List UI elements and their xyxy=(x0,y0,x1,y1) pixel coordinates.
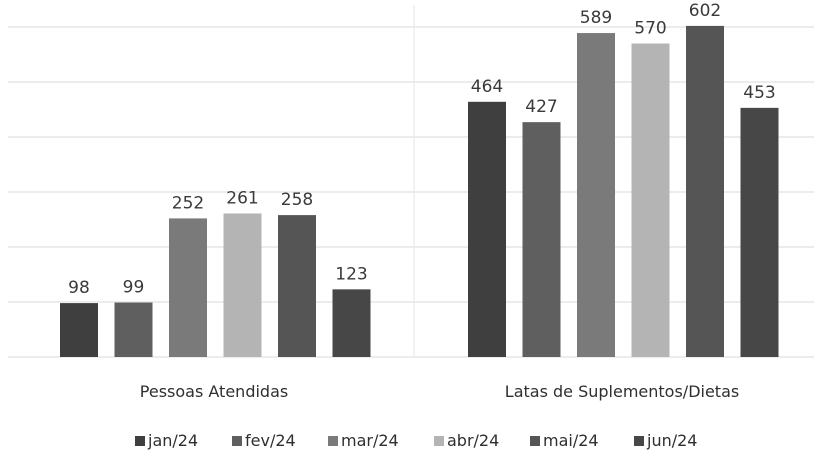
bar-abr-24-0 xyxy=(223,213,262,357)
data-label: 98 xyxy=(68,278,90,298)
category-label: Pessoas Atendidas xyxy=(140,382,288,401)
bar-jun-24-1 xyxy=(740,107,779,357)
data-label: 99 xyxy=(123,278,145,298)
bar-jan-24-1 xyxy=(468,101,506,357)
data-label: 464 xyxy=(471,77,503,97)
data-labels: 98 99 252 261 258 123 464 427 589 570 602 453 xyxy=(68,1,776,298)
bar-jan-24-0 xyxy=(60,303,98,357)
legend-swatch xyxy=(530,436,540,446)
bar-mai-24-0 xyxy=(278,215,316,357)
bar-fev-24-1 xyxy=(522,122,561,358)
legend-swatch xyxy=(232,436,242,446)
data-label: 258 xyxy=(281,190,313,210)
data-label: 123 xyxy=(335,264,367,284)
legend-label: jan/24 xyxy=(147,431,198,450)
data-label: 261 xyxy=(226,188,258,208)
bar-mai-24-1 xyxy=(686,25,724,358)
bar-fev-24-0 xyxy=(114,302,153,357)
legend-swatch xyxy=(135,436,145,446)
data-label: 602 xyxy=(689,1,721,21)
data-label: 570 xyxy=(634,19,666,39)
legend-label: mai/24 xyxy=(543,431,599,450)
legend-swatch xyxy=(328,436,338,446)
legend-label: mar/24 xyxy=(341,431,399,450)
legend-swatch xyxy=(434,436,444,446)
legend-label: fev/24 xyxy=(245,431,296,450)
data-label: 589 xyxy=(580,8,612,28)
legend: jan/24 fev/24 mar/24 abr/24 mai/24 jun/24 xyxy=(135,431,697,450)
legend-label: abr/24 xyxy=(447,431,499,450)
data-label: 427 xyxy=(525,97,557,117)
legend-label: jun/24 xyxy=(646,431,697,450)
bar-mar-24-0 xyxy=(169,218,207,357)
bar-mar-24-1 xyxy=(577,33,615,358)
category-labels: Pessoas Atendidas Latas de Suplementos/Di… xyxy=(140,382,739,401)
data-label: 453 xyxy=(743,83,775,103)
bar-abr-24-1 xyxy=(631,43,670,357)
legend-swatch xyxy=(634,436,644,446)
data-label: 252 xyxy=(172,193,204,213)
category-label: Latas de Suplementos/Dietas xyxy=(505,382,739,401)
bars xyxy=(60,25,779,358)
bar-jun-24-0 xyxy=(332,289,371,357)
